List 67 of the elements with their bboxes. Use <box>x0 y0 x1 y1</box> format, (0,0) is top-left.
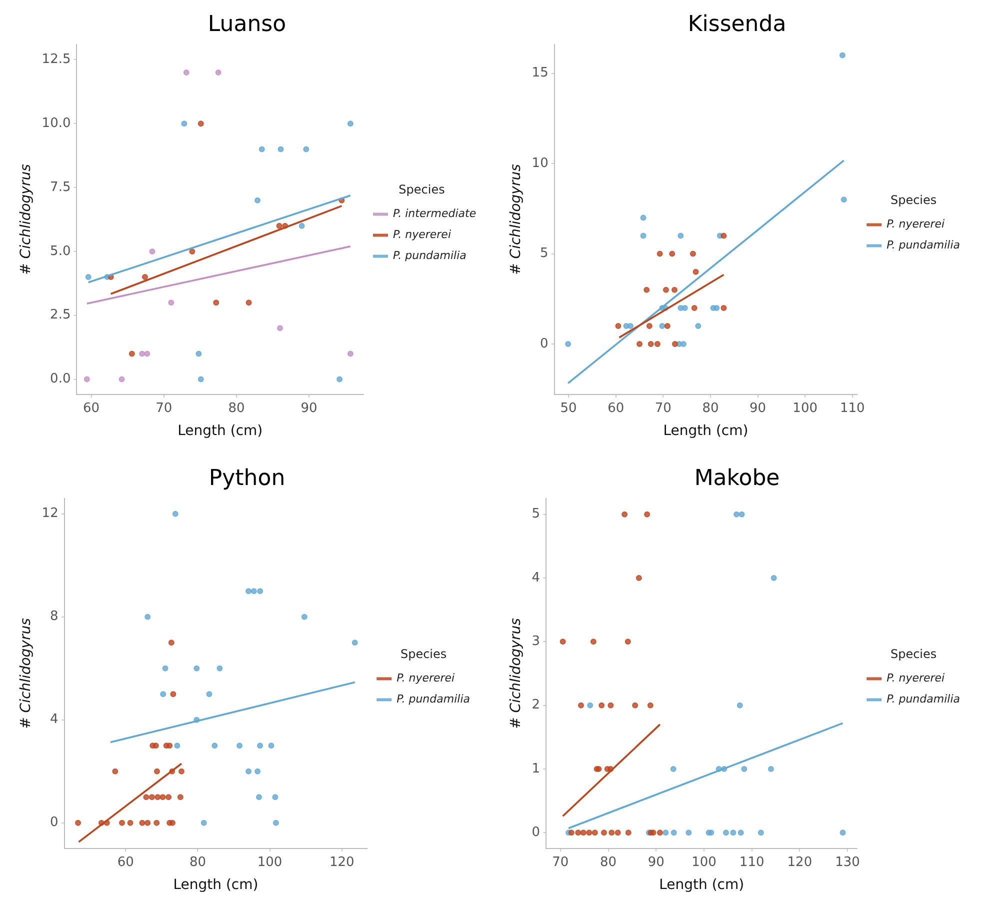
legend-title: Species <box>398 182 445 196</box>
x-tick-label: 80 <box>702 400 719 416</box>
y-tick-label: 10 <box>532 156 548 171</box>
y-tick-label: 0 <box>50 815 58 830</box>
x-axis-title: Length (cm) <box>663 423 748 440</box>
chart-title: Makobe <box>694 466 780 491</box>
chart-title: Kissenda <box>688 12 786 37</box>
x-tick-label: 110 <box>840 400 865 416</box>
x-tick-label: 100 <box>692 854 716 870</box>
x-tick-label: 100 <box>257 854 282 870</box>
y-tick-label: 15 <box>532 66 548 81</box>
y-axis-title: # Cichlidogyrus <box>18 164 34 275</box>
legend-label: P. pundamilia <box>396 692 470 706</box>
x-tick-label: 90 <box>749 400 766 416</box>
y-tick-label: 4 <box>50 712 58 728</box>
x-tick-label: 130 <box>835 854 860 870</box>
y-axis-title: # Cichlidogyrus <box>508 618 524 729</box>
x-tick-label: 120 <box>329 854 354 870</box>
x-axis-title: Length (cm) <box>178 423 263 440</box>
legend-label: P. intermediate <box>393 207 476 220</box>
y-tick-label: 5 <box>532 506 540 522</box>
x-tick-label: 60 <box>117 854 134 870</box>
x-tick-label: 90 <box>300 400 318 416</box>
y-tick-label: 2.5 <box>50 308 71 323</box>
y-axis-title: # Cichlidogyrus <box>508 164 524 275</box>
x-tick-label: 70 <box>552 854 569 870</box>
y-tick-label: 4 <box>532 570 540 586</box>
y-tick-label: 12 <box>42 506 58 522</box>
x-tick-label: 110 <box>739 854 764 870</box>
legend-label: P. nyererei <box>396 672 455 685</box>
y-tick-label: 10.0 <box>42 116 71 132</box>
x-tick-label: 60 <box>82 400 100 416</box>
y-tick-label: 7.5 <box>50 180 71 195</box>
legend-title: Species <box>890 192 937 207</box>
legend-label: P. nyererei <box>886 672 945 685</box>
x-axis-title: Length (cm) <box>173 877 258 894</box>
x-tick-label: 90 <box>648 854 664 870</box>
y-tick-label: 12.5 <box>42 52 71 68</box>
x-tick-label: 60 <box>608 400 624 416</box>
y-tick-label: 0.0 <box>50 372 71 387</box>
x-tick-label: 70 <box>156 400 172 416</box>
x-axis-title: Length (cm) <box>659 877 744 894</box>
x-tick-label: 80 <box>189 854 206 870</box>
legend-label: P. pundamilia <box>886 238 960 252</box>
legend-label: P. pundamilia <box>393 249 467 262</box>
y-axis-title: # Cichlidogyrus <box>18 618 34 729</box>
y-tick-label: 8 <box>50 609 58 624</box>
legend-label: P. nyererei <box>886 218 945 231</box>
x-tick-label: 80 <box>600 854 617 870</box>
chart-title: Python <box>208 466 286 491</box>
x-tick-label: 120 <box>787 854 812 870</box>
y-tick-label: 5.0 <box>50 244 71 259</box>
legend-label: P. pundamilia <box>886 692 960 706</box>
y-tick-label: 1 <box>532 761 540 776</box>
x-tick-label: 100 <box>792 400 818 416</box>
y-tick-label: 3 <box>532 634 540 650</box>
chart-title: Luanso <box>208 12 286 37</box>
y-tick-label: 0 <box>540 336 548 352</box>
y-tick-label: 5 <box>540 246 548 262</box>
legend-title: Species <box>400 646 447 661</box>
y-tick-label: 2 <box>532 698 540 713</box>
x-tick-label: 80 <box>228 400 245 416</box>
x-tick-label: 50 <box>560 400 577 416</box>
x-tick-label: 70 <box>654 400 672 416</box>
legend-label: P. nyererei <box>393 228 451 242</box>
legend-title: Species <box>890 646 937 661</box>
y-tick-label: 0 <box>532 825 540 840</box>
